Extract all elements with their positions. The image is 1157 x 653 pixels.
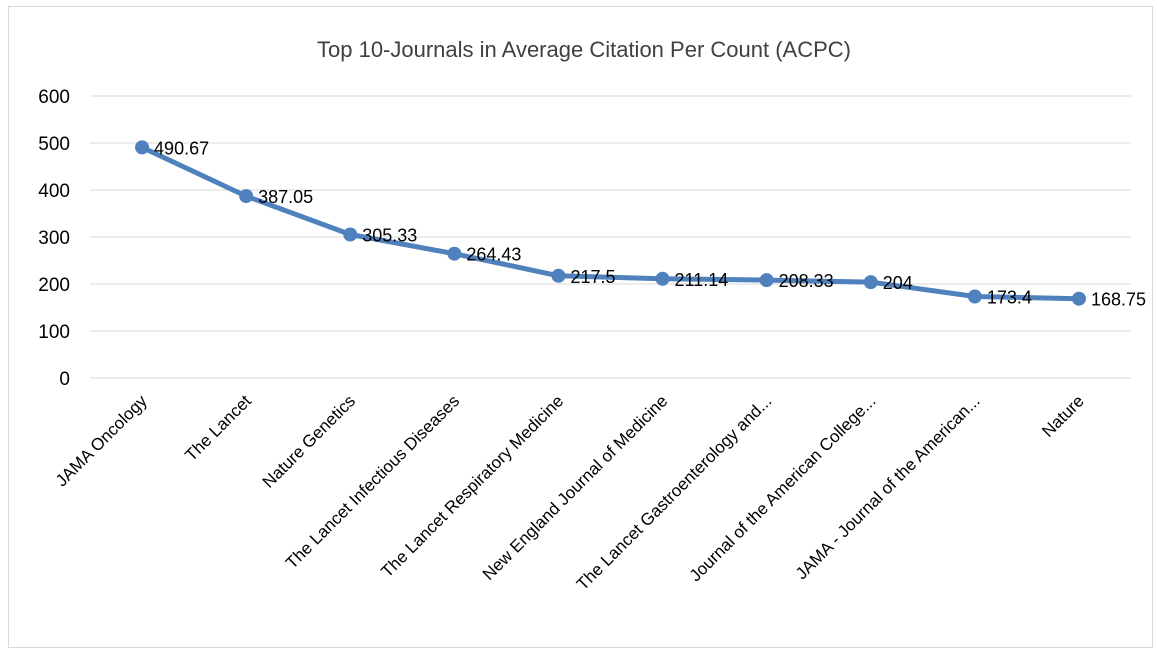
x-tick-label: Nature [1038, 391, 1088, 441]
data-label: 208.33 [779, 271, 834, 291]
data-point [551, 268, 566, 283]
series-line [139, 144, 1082, 302]
data-label: 387.05 [258, 187, 313, 207]
y-tick-label: 400 [38, 181, 70, 202]
data-point [135, 140, 150, 155]
x-tick-label: The Lancet Respiratory Medicine [377, 391, 567, 581]
y-tick-label: 200 [38, 275, 70, 296]
x-tick-label: JAMA Oncology [52, 391, 151, 490]
data-point [343, 227, 358, 242]
data-label: 204 [883, 273, 913, 293]
x-tick-label: Journal of the American College... [686, 391, 880, 585]
data-label: 490.67 [154, 138, 209, 158]
data-label: 168.75 [1091, 290, 1146, 310]
data-labels: 490.67 387.05 305.33 264.43 217.5 211.14 208.3… [154, 138, 1146, 309]
y-tick-label: 300 [38, 228, 70, 249]
data-point [863, 275, 878, 290]
data-point [759, 273, 774, 288]
y-tick-label: 100 [38, 322, 70, 343]
x-tick-label: JAMA - Journal of the American... [792, 391, 984, 583]
x-tick-label: The Lancet [181, 391, 255, 465]
y-tick-label: 0 [59, 369, 70, 390]
data-label: 217.5 [570, 267, 615, 287]
x-axis-ticks: JAMA Oncology The Lancet Nature GeneticsTh… [52, 391, 1088, 594]
y-tick-label: 600 [38, 87, 70, 108]
y-axis-ticks: 0 100 200 300 400 500 600 [38, 87, 70, 390]
data-label: 173.4 [987, 288, 1032, 308]
data-point [447, 246, 462, 261]
data-label: 305.33 [362, 225, 417, 245]
data-point [967, 289, 982, 304]
data-point [655, 271, 670, 286]
data-label: 211.14 [675, 270, 729, 290]
x-tick-label: The Lancet Gastroenterology and... [573, 391, 776, 594]
data-point [1071, 291, 1086, 306]
x-tick-label: Nature Genetics [259, 391, 359, 491]
chart-frame [8, 6, 1153, 648]
x-tick-label: The Lancet Infectious Diseases [282, 391, 463, 572]
data-label: 264.43 [466, 245, 521, 265]
chart-title: Top 10-Journals in Average Citation Per … [317, 37, 851, 62]
data-point [239, 189, 254, 204]
x-tick-label: New England Journal of Medicine [479, 391, 672, 584]
y-tick-label: 500 [38, 134, 70, 155]
gridlines [90, 95, 1131, 379]
data-markers [135, 140, 1086, 306]
